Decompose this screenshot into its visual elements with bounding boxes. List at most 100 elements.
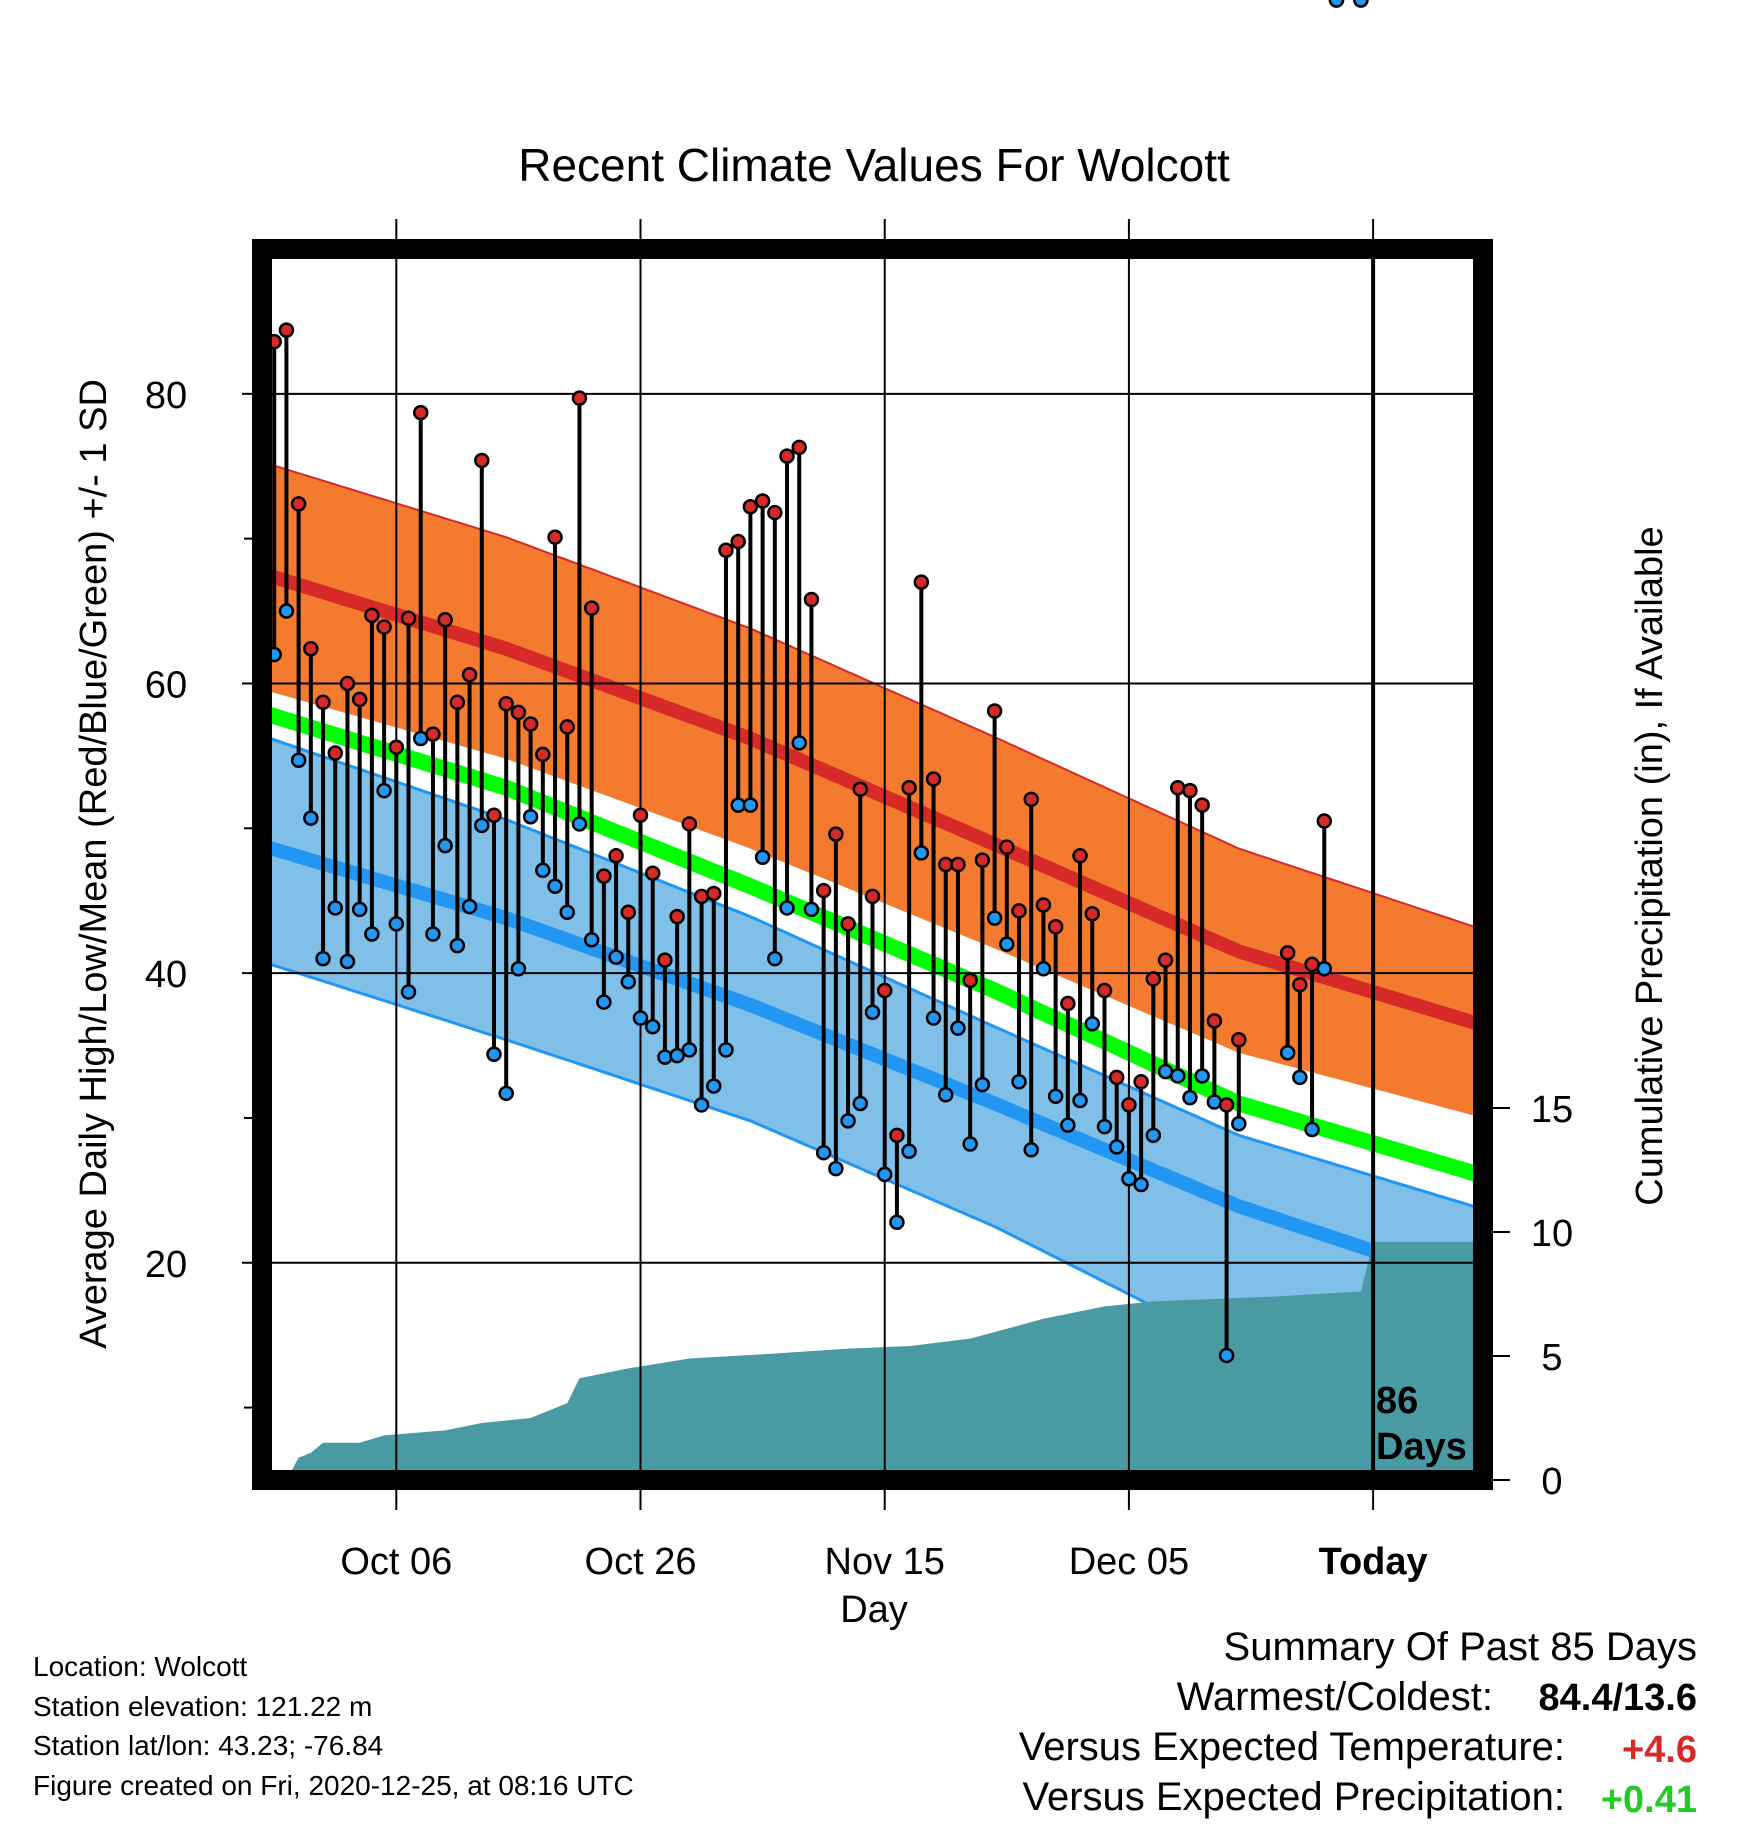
daily-low-point: [1206, 1094, 1223, 1110]
daily-high-point: [864, 888, 881, 905]
daily-high-point: [1182, 782, 1198, 799]
daily-high-point: [669, 908, 685, 925]
daily-high-point: [290, 496, 307, 512]
daily-high-point: [1157, 952, 1174, 968]
figure-created: Figure created on Fri, 2020-12-25, at 08…: [33, 1770, 634, 1801]
daily-low-point: [779, 900, 795, 916]
daily-high-point: [681, 816, 698, 832]
daily-high-point: [889, 1127, 905, 1144]
warm-cold-value: 84.4/13.6: [1539, 1677, 1697, 1719]
station-info: Location: Wolcott Station elevation: 121…: [33, 1651, 634, 1801]
daily-high-point: [486, 807, 502, 824]
daily-low-point: [962, 1136, 978, 1152]
daily-high-point: [1316, 813, 1333, 829]
daily-low-point: [522, 808, 539, 825]
daily-high-point: [1145, 971, 1162, 987]
x-axis-label: Day: [840, 1589, 908, 1631]
daily-high-point: [791, 439, 807, 456]
daily-high-point: [620, 904, 637, 921]
daily-low-point: [1316, 961, 1333, 977]
daily-low-point: [803, 901, 820, 918]
daily-low-point: [486, 1046, 502, 1062]
daily-low-point: [767, 950, 783, 967]
daily-low-point: [303, 810, 319, 826]
daily-low-point: [583, 932, 600, 948]
daily-low-point: [901, 1143, 917, 1160]
daily-low-point: [657, 1049, 673, 1065]
normal-high-line: [262, 566, 1483, 1032]
daily-high-point: [1023, 791, 1039, 808]
daily-high-point: [1060, 995, 1076, 1012]
daily-high-point: [339, 675, 356, 692]
daily-high-point: [1133, 1073, 1149, 1090]
daily-high-point: [1096, 982, 1113, 999]
daily-high-point: [644, 865, 661, 881]
summary-heading: Summary Of Past 85 Days: [1224, 1625, 1697, 1669]
y-tick-label: 80: [145, 375, 187, 417]
daily-high-point: [840, 916, 856, 932]
precip-anomaly-label: Versus Expected Precipitation:: [1022, 1775, 1565, 1819]
daily-low-point: [925, 1010, 942, 1026]
daily-low-point: [1218, 1347, 1235, 1364]
daily-high-point: [461, 667, 478, 683]
y-tick-label: 60: [145, 664, 187, 706]
daily-low-point: [1060, 1117, 1076, 1133]
daily-low-point: [852, 1095, 869, 1112]
daily-low-point: [876, 1166, 893, 1183]
y2-tick-label: 0: [1541, 1461, 1562, 1503]
daily-low-point: [950, 1020, 966, 1036]
daily-high-point: [1121, 1097, 1137, 1113]
daily-low-point: [364, 926, 380, 942]
daily-low-point: [1121, 1171, 1137, 1187]
daily-high-point: [522, 716, 539, 732]
daily-low-point: [1231, 1115, 1247, 1132]
daily-low-point: [986, 910, 1003, 926]
daily-low-point: [632, 1010, 649, 1026]
y-axis-label: Average Daily High/Low/Mean (Red/Blue/Gr…: [73, 379, 115, 1349]
daily-high-point: [657, 952, 673, 968]
daily-high-point: [803, 591, 820, 608]
daily-low-point: [1170, 1068, 1186, 1084]
daily-high-point: [815, 882, 832, 899]
y-tick-label: 20: [145, 1244, 187, 1286]
y2-tick-label: 15: [1531, 1089, 1573, 1131]
daily-high-point: [974, 852, 991, 868]
daily-high-point: [449, 694, 466, 711]
daily-high-point: [999, 839, 1015, 855]
daily-high-point: [278, 322, 295, 338]
daily-high-point: [437, 611, 453, 628]
daily-high-point: [962, 972, 978, 989]
y-tick-label: 40: [145, 954, 187, 996]
daily-high-point: [608, 848, 624, 864]
y2-tick-label: 5: [1541, 1337, 1562, 1379]
daily-high-point: [1194, 797, 1210, 813]
daily-low-point: [889, 1214, 905, 1230]
daily-low-point: [1023, 1142, 1039, 1158]
daily-high-point: [1206, 1013, 1223, 1029]
daily-low-point: [1182, 1089, 1198, 1106]
x-tick-label: Oct 26: [585, 1541, 697, 1583]
daily-high-point: [364, 607, 380, 624]
daily-high-point: [718, 542, 734, 558]
daily-low-point: [999, 936, 1015, 952]
daily-low-point: [498, 1085, 514, 1102]
daily-low-point: [510, 961, 527, 977]
days-count: 86: [1376, 1380, 1418, 1422]
daily-high-point: [412, 404, 429, 421]
daily-low-point: [1011, 1073, 1027, 1090]
daily-high-point: [1218, 1097, 1235, 1113]
x-tick-label: Dec 05: [1069, 1541, 1189, 1583]
daily-high-point: [1279, 945, 1296, 961]
daily-low-point: [669, 1047, 685, 1064]
daily-low-point: [1328, 0, 1345, 8]
daily-low-point: [1047, 1088, 1064, 1104]
daily-low-point: [547, 878, 563, 894]
daily-high-point: [693, 888, 710, 905]
daily-high-point: [474, 452, 490, 469]
precip-area: [262, 1241, 1483, 1480]
daily-high-point: [828, 826, 844, 842]
daily-low-point: [1108, 1139, 1125, 1155]
daily-low-point: [461, 898, 478, 915]
y2-tick-label: 10: [1531, 1213, 1573, 1255]
daily-low-point: [608, 949, 624, 965]
